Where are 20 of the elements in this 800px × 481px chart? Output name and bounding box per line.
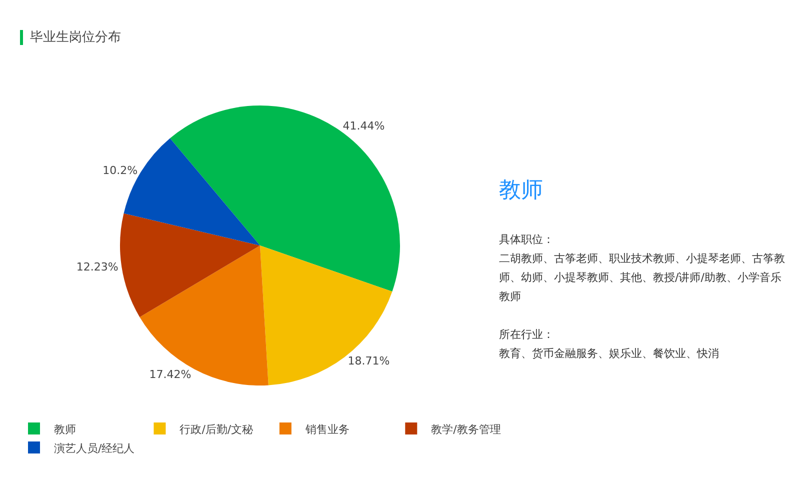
data-label: 17.42%	[149, 368, 192, 381]
text: 教育、货币金融服务、娱乐业、餐饮业、快消	[499, 346, 720, 362]
legend-label: 教师	[54, 422, 76, 436]
legend-label: 教学/教务管理	[431, 422, 501, 436]
data-label: 41.44%	[342, 119, 385, 132]
pie-slice	[140, 246, 268, 386]
legend-label: 销售业务	[304, 422, 350, 436]
data-label: 10.2%	[102, 164, 138, 177]
data-label: 18.71%	[348, 354, 390, 368]
pie-slice	[120, 213, 260, 318]
chart-title: 毕业生岗位分布	[30, 29, 121, 46]
text: 教师	[499, 177, 544, 205]
text: 具体职位：	[499, 232, 555, 248]
legend-label: 行政/后勤/文秘	[180, 422, 254, 436]
pie-slice	[260, 246, 392, 386]
data-label: 12.23%	[76, 260, 118, 274]
legend-label: 演艺人员/经纪人	[54, 442, 135, 455]
text: 二胡教师、古筝老师、职业技术教师、小提琴老师、古筝教师、幼师、小提琴教师、其他、教授/讲师/助教、小学音乐教师	[499, 251, 786, 305]
text: 所在行业：	[499, 327, 555, 343]
pie-slice	[170, 106, 400, 292]
